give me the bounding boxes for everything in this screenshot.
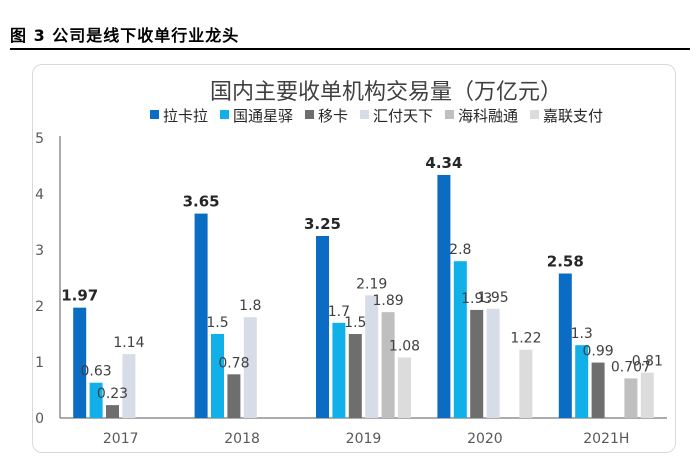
data-label: 1.22 xyxy=(510,331,541,347)
y-tick-label: 0 xyxy=(35,411,44,427)
bar xyxy=(470,309,484,418)
x-tick-label: 2019 xyxy=(346,431,382,447)
bar xyxy=(453,261,467,418)
bar xyxy=(89,382,103,418)
bar xyxy=(640,372,654,418)
chart-title: 国内主要收单机构交易量（万亿元） xyxy=(210,80,562,105)
legend-item-label: 拉卡拉 xyxy=(163,107,208,125)
data-label: 1.7 xyxy=(328,304,350,320)
bar xyxy=(211,334,224,418)
data-label: 0.99 xyxy=(583,344,614,360)
bar xyxy=(194,213,208,418)
y-tick-label: 5 xyxy=(35,131,44,147)
bar xyxy=(486,308,500,418)
y-tick-label: 4 xyxy=(35,187,44,203)
x-axis: 2017 2018 2019 2020 2021H xyxy=(60,417,667,447)
bar xyxy=(519,349,533,418)
data-label: 3.25 xyxy=(304,215,341,233)
data-label: 0.707 xyxy=(611,359,651,375)
bar xyxy=(316,236,329,418)
x-tick-label: 2021H xyxy=(583,431,629,447)
chart-frame xyxy=(32,64,676,453)
bar xyxy=(365,295,379,418)
legend-item-label: 嘉联支付 xyxy=(543,107,603,125)
data-label: 0.81 xyxy=(632,354,663,370)
bar xyxy=(122,354,136,418)
bar xyxy=(227,374,241,418)
bar xyxy=(398,357,411,418)
data-label: 1.95 xyxy=(478,290,509,306)
caption-rule xyxy=(10,48,690,50)
data-label: 3.65 xyxy=(183,193,220,211)
bar xyxy=(437,174,451,418)
legend-swatch xyxy=(220,110,229,119)
legend-item-label: 移卡 xyxy=(318,107,348,125)
bar xyxy=(591,362,605,418)
legend-item-label: 汇付天下 xyxy=(373,107,433,125)
bar xyxy=(575,345,589,418)
legend: 拉卡拉 国通星驿 移卡 汇付天下 海科融通 嘉联支付 xyxy=(150,107,603,125)
data-label: 1.5 xyxy=(344,315,366,331)
bar xyxy=(381,312,395,418)
x-tick-label: 2017 xyxy=(103,431,139,447)
data-label: 1.93 xyxy=(461,291,492,307)
data-label: 1.3 xyxy=(571,326,593,342)
data-label: 1.97 xyxy=(61,287,98,305)
data-label: 1.5 xyxy=(206,315,228,331)
data-label: 2.8 xyxy=(449,242,471,258)
y-tick-label: 2 xyxy=(35,299,44,315)
data-label: 1.89 xyxy=(373,293,404,309)
bar xyxy=(558,273,572,418)
figure-header: 图 3 公司是线下收单行业龙头 xyxy=(10,22,690,50)
legend-swatch xyxy=(305,110,314,119)
legend-swatch xyxy=(150,110,159,119)
x-tick-label: 2018 xyxy=(224,431,260,447)
bar xyxy=(332,322,346,418)
data-label: 0.63 xyxy=(81,364,112,380)
y-tick-label: 3 xyxy=(35,243,44,259)
data-label: 2.19 xyxy=(356,276,387,292)
data-label: 1.14 xyxy=(113,335,144,351)
bar xyxy=(348,334,362,418)
legend-swatch xyxy=(530,110,539,119)
bar xyxy=(624,378,638,418)
bar xyxy=(106,405,119,418)
legend-item-label: 国通星驿 xyxy=(233,107,293,125)
data-label: 4.34 xyxy=(425,154,462,172)
data-label: 1.08 xyxy=(389,339,420,355)
legend-swatch xyxy=(360,110,369,119)
data-labels: 1.973.653.254.342.580.631.51.72.81.30.23… xyxy=(61,154,663,402)
x-tick-label: 2020 xyxy=(467,431,503,447)
y-tick-label: 1 xyxy=(35,355,44,371)
y-axis: 0 1 2 3 4 5 xyxy=(35,131,61,427)
data-label: 0.78 xyxy=(218,355,249,371)
data-label: 0.23 xyxy=(97,386,128,402)
bar xyxy=(243,317,257,418)
bar xyxy=(73,307,87,418)
figure-caption: 图 3 公司是线下收单行业龙头 xyxy=(10,26,240,45)
bars xyxy=(73,174,654,418)
data-label: 2.58 xyxy=(547,253,584,271)
legend-item-label: 海科融通 xyxy=(458,107,518,125)
legend-swatch xyxy=(445,110,454,119)
data-label: 1.8 xyxy=(239,298,261,314)
